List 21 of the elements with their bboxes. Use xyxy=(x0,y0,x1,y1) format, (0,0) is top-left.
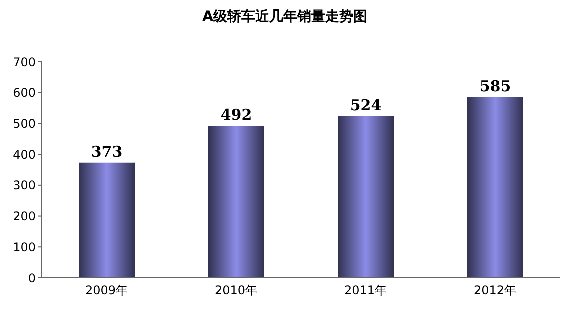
y-tick-label: 0 xyxy=(28,271,36,286)
bar xyxy=(338,116,394,278)
y-tick-label: 200 xyxy=(13,210,36,224)
x-tick-label: 2009年 xyxy=(85,284,128,298)
data-label: 585 xyxy=(480,77,512,96)
bar xyxy=(79,162,135,278)
data-label: 373 xyxy=(91,142,123,161)
x-tick-label: 2010年 xyxy=(214,284,258,298)
data-label: 492 xyxy=(220,106,252,124)
y-tick-label: 400 xyxy=(13,148,36,162)
y-tick-label: 500 xyxy=(13,116,36,131)
bar xyxy=(208,126,264,278)
x-tick-label: 2012年 xyxy=(474,284,517,298)
data-label: 524 xyxy=(350,96,382,114)
bar xyxy=(468,97,524,278)
y-tick-label: 100 xyxy=(13,240,36,254)
y-tick-label: 700 xyxy=(13,55,36,70)
chart-title: A级轿车近几年销量走势图 xyxy=(202,8,368,26)
y-tick-label: 600 xyxy=(13,86,36,100)
x-tick-label: 2011年 xyxy=(344,284,388,298)
y-tick-label: 300 xyxy=(13,178,36,193)
